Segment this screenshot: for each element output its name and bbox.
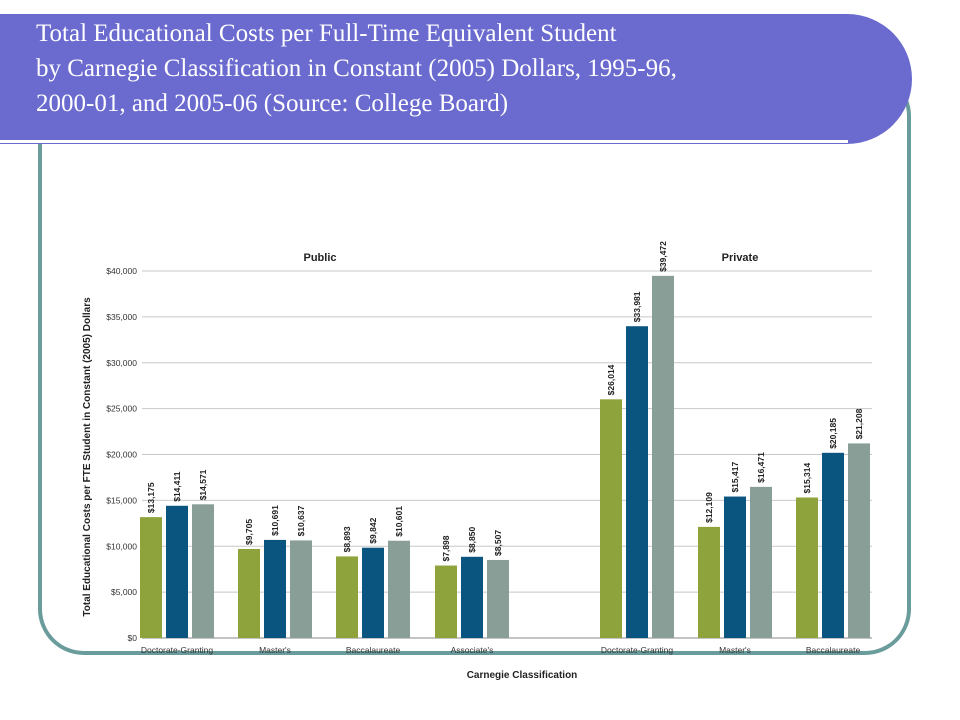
- data-label: $14,571: [198, 469, 208, 500]
- category-label: Baccalaureate: [346, 645, 401, 655]
- y-tick-label: $0: [128, 633, 138, 643]
- group-label: Public: [303, 252, 336, 264]
- bar: [724, 496, 746, 638]
- data-label: $15,314: [802, 462, 812, 493]
- bar: [461, 556, 483, 638]
- data-label: $10,637: [296, 505, 306, 536]
- data-label: $20,185: [828, 418, 838, 449]
- y-tick-label: $30,000: [106, 358, 137, 368]
- y-tick-label: $35,000: [106, 312, 137, 322]
- category-label: Associate's: [451, 645, 494, 655]
- data-label: $8,850: [467, 527, 477, 553]
- data-label: $8,507: [493, 530, 503, 556]
- data-label: $9,842: [368, 517, 378, 543]
- bar: [435, 565, 457, 638]
- category-label: Master's: [719, 645, 751, 655]
- bar: [600, 399, 622, 638]
- slide-title-line: by Carnegie Classification in Constant (…: [36, 55, 677, 82]
- data-label: $9,705: [244, 519, 254, 545]
- data-label: $14,411: [172, 471, 182, 502]
- data-label: $10,601: [394, 506, 404, 537]
- slide-title-line: 2000-01, and 2005-06 (Source: College Bo…: [36, 90, 509, 117]
- category-label: Doctorate-Granting: [601, 645, 674, 655]
- slide-title: Total Educational Costs per Full-Time Eq…: [36, 16, 896, 121]
- bar: [652, 275, 674, 638]
- bar: [698, 526, 720, 638]
- y-tick-label: $20,000: [106, 450, 137, 460]
- group-label: Private: [722, 252, 759, 264]
- y-tick-label: $25,000: [106, 404, 137, 414]
- bar: [290, 540, 312, 638]
- bar: [388, 540, 410, 638]
- bar: [362, 547, 384, 638]
- data-label: $39,472: [658, 241, 668, 272]
- y-tick-label: $10,000: [106, 541, 137, 551]
- bar: [822, 452, 844, 638]
- bar: [796, 497, 818, 638]
- bar: [626, 326, 648, 638]
- data-label: $16,471: [756, 452, 766, 483]
- category-label: Master's: [259, 645, 291, 655]
- data-label: $12,109: [704, 492, 714, 523]
- title-underline: [0, 140, 848, 143]
- slide-title-line: Total Educational Costs per Full-Time Eq…: [36, 20, 617, 47]
- category-label: Doctorate-Granting: [141, 645, 214, 655]
- data-label: $13,175: [146, 482, 156, 513]
- bar: [166, 505, 188, 638]
- y-tick-label: $15,000: [106, 495, 137, 505]
- bar: [336, 556, 358, 638]
- y-axis-title: Total Educational Costs per FTE Student …: [82, 297, 93, 617]
- bar: [238, 548, 260, 638]
- bar: [487, 559, 509, 638]
- title-banner: [0, 14, 912, 144]
- bar: [192, 504, 214, 638]
- bar-layer: [140, 275, 870, 638]
- y-tick-label: $5,000: [111, 587, 137, 597]
- y-tick-label: $40,000: [106, 266, 137, 276]
- bar: [140, 517, 162, 638]
- label-layer: $0 $5,000 $10,000 $15,000 $20,000 $25,000 $30,…: [82, 241, 864, 681]
- data-label: $33,981: [632, 291, 642, 322]
- bar: [750, 486, 772, 638]
- category-label: Baccalaureate: [806, 645, 861, 655]
- data-label: $10,691: [270, 505, 280, 536]
- data-label: $21,208: [854, 408, 864, 439]
- data-label: $7,898: [441, 535, 451, 561]
- bar: [848, 443, 870, 638]
- data-label: $26,014: [606, 364, 616, 395]
- data-label: $8,893: [342, 526, 352, 552]
- bar: [264, 539, 286, 638]
- data-label: $15,417: [730, 462, 740, 493]
- x-axis-title: Carnegie Classification: [467, 670, 578, 681]
